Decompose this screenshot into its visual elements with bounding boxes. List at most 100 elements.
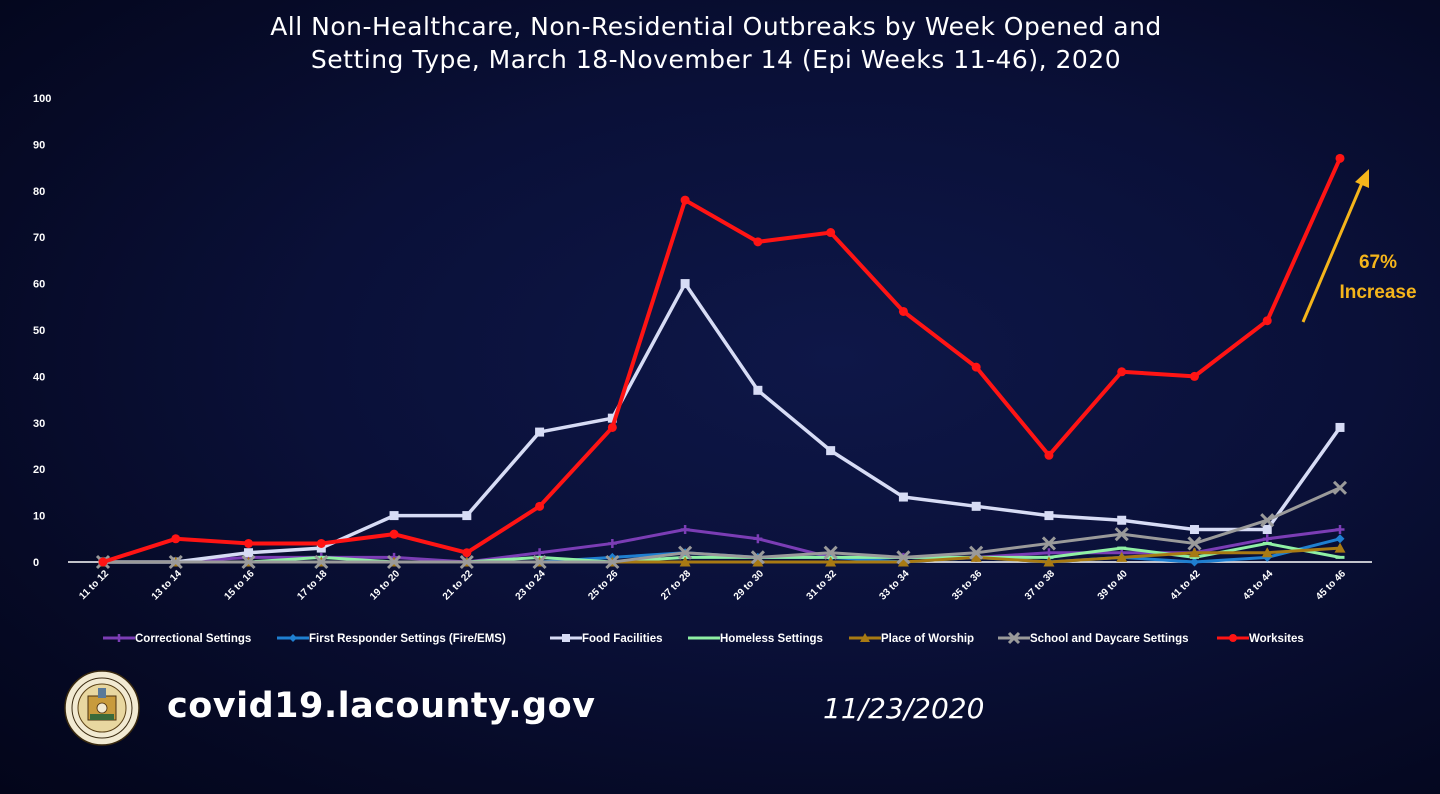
data-point <box>971 501 981 511</box>
series-line <box>103 541 1341 564</box>
data-point <box>1262 316 1272 326</box>
data-point <box>1260 513 1275 528</box>
y-tick-label: 80 <box>33 186 45 198</box>
y-tick-label: 10 <box>33 511 45 523</box>
data-point <box>897 556 909 567</box>
data-point <box>241 554 256 570</box>
annotation-label: Increase <box>1339 282 1417 303</box>
website-url: covid19.lacounty.gov <box>167 686 596 726</box>
series-line <box>102 157 1342 564</box>
series-school-and-daycare-settings <box>95 480 1348 570</box>
data-point <box>1335 153 1345 163</box>
data-point <box>462 511 472 521</box>
data-point <box>752 556 764 567</box>
x-tick-label: 11 to 12 <box>77 568 111 602</box>
x-tick-label: 21 to 22 <box>441 568 475 602</box>
data-point <box>679 556 691 567</box>
x-tick-label: 41 to 42 <box>1168 568 1202 602</box>
increase-annotation: 67% Increase <box>1326 248 1430 308</box>
y-tick-label: 90 <box>33 139 45 151</box>
legend-label: Place of Worship <box>881 633 974 645</box>
data-point <box>1335 422 1345 432</box>
data-point <box>462 548 472 558</box>
x-tick-label: 13 to 14 <box>150 568 184 602</box>
x-tick-label: 27 to 28 <box>659 568 693 602</box>
data-point <box>1229 634 1237 642</box>
legend-item: Homeless Settings <box>688 633 823 645</box>
x-tick-label: 31 to 32 <box>805 568 839 602</box>
data-point <box>171 534 181 544</box>
x-tick-label: 29 to 30 <box>732 568 766 602</box>
legend-item: Worksites <box>1217 633 1304 645</box>
y-tick-label: 40 <box>33 371 45 383</box>
data-point <box>1117 367 1127 377</box>
data-point <box>1117 515 1127 525</box>
data-point <box>289 634 297 642</box>
data-point <box>826 228 836 238</box>
y-tick-label: 0 <box>33 557 39 569</box>
data-point <box>860 633 870 642</box>
data-point <box>825 556 837 567</box>
series-worksites <box>98 153 1345 567</box>
data-point <box>969 545 984 560</box>
x-axis: 11 to 12 13 to 14 15 to 16 17 to 18 19 to 20… <box>68 561 1372 602</box>
data-point <box>1189 557 1199 567</box>
county-seal-icon <box>64 670 140 746</box>
data-point <box>971 362 981 372</box>
data-point <box>607 413 617 423</box>
legend-item: Correctional Settings <box>103 633 251 645</box>
data-point <box>316 543 326 553</box>
x-tick-label: 35 to 36 <box>950 568 984 602</box>
legend-item: First Responder Settings (Fire/EMS) <box>277 633 506 645</box>
y-axis: 0 10 20 30 40 50 60 70 80 90 100 <box>33 93 51 569</box>
legend: Correctional Settings First Responder Set… <box>103 631 1304 645</box>
data-point <box>680 525 690 535</box>
data-point <box>1188 547 1200 558</box>
legend-item: Place of Worship <box>849 633 974 645</box>
x-tick-label: 37 to 38 <box>1023 568 1057 602</box>
legend-label: Homeless Settings <box>720 633 823 645</box>
data-point <box>244 548 254 558</box>
x-tick-label: 33 to 34 <box>877 568 911 602</box>
data-point <box>1116 551 1128 562</box>
data-point <box>459 554 474 570</box>
data-point <box>753 385 763 395</box>
x-tick-label: 15 to 16 <box>223 568 257 602</box>
legend-label: Correctional Settings <box>135 633 251 645</box>
x-tick-label: 45 to 46 <box>1314 568 1348 602</box>
data-point <box>605 554 620 570</box>
data-point <box>1007 631 1021 645</box>
legend-label: Worksites <box>1249 633 1304 645</box>
series-line <box>103 486 1341 564</box>
data-point <box>970 551 982 562</box>
x-tick-label: 25 to 26 <box>586 568 620 602</box>
series-line <box>103 281 1342 564</box>
data-point <box>244 538 254 548</box>
data-point <box>115 634 123 642</box>
data-point <box>750 550 765 565</box>
y-tick-label: 50 <box>33 325 45 337</box>
data-point <box>1189 371 1199 381</box>
legend-label: First Responder Settings (Fire/EMS) <box>309 633 506 645</box>
data-point <box>535 427 545 437</box>
data-point <box>898 306 908 316</box>
data-point <box>1334 542 1346 553</box>
arrow-shaft <box>1301 182 1364 323</box>
data-point <box>607 422 617 432</box>
data-point <box>680 195 690 205</box>
x-tick-label: 43 to 44 <box>1241 568 1275 602</box>
data-point <box>823 545 838 560</box>
y-tick-label: 60 <box>33 279 45 291</box>
chart-title: All Non-Healthcare, Non-Residential Outb… <box>0 10 1432 76</box>
data-point <box>1114 527 1129 542</box>
data-point <box>1335 525 1345 535</box>
x-tick-label: 23 to 24 <box>514 568 548 602</box>
y-tick-label: 70 <box>33 232 45 244</box>
data-point <box>1041 536 1057 551</box>
data-point <box>98 557 108 567</box>
data-point <box>1335 534 1345 544</box>
data-point <box>1043 556 1055 567</box>
data-point <box>532 554 547 570</box>
x-tick-label: 39 to 40 <box>1096 568 1130 602</box>
